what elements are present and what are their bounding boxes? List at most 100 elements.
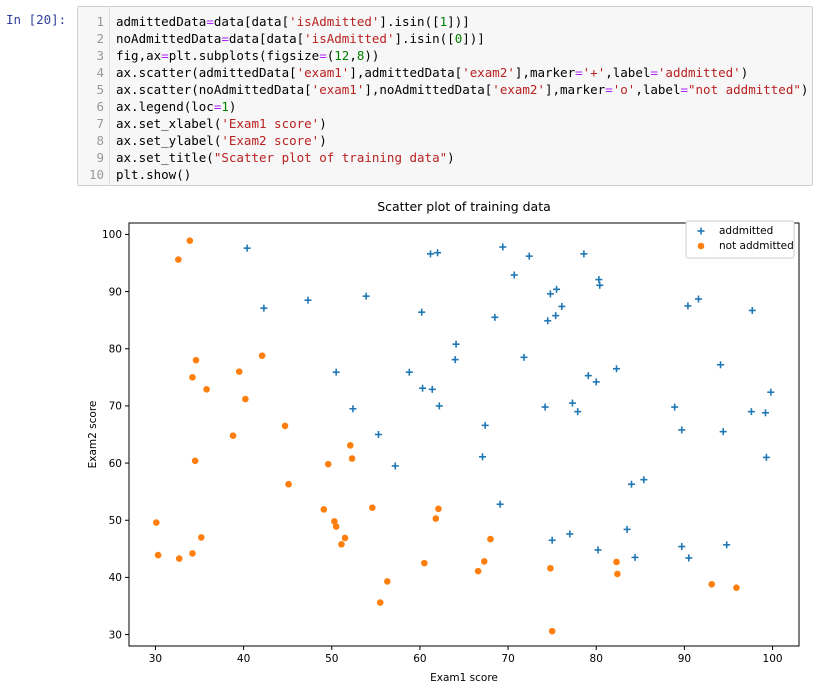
admitted-point bbox=[520, 353, 528, 361]
not-admitted-point bbox=[189, 550, 196, 557]
code-token: ax.scatter(noAdmittedData[ bbox=[116, 82, 312, 97]
code-token: noAdmittedData bbox=[116, 31, 222, 46]
admitted-point bbox=[684, 302, 692, 310]
scatter-plot-figure: Scatter plot of training data 30 40 50 60 70… bbox=[87, 199, 800, 684]
x-axis-label: Exam1 score bbox=[430, 672, 498, 684]
code-token: ],marker bbox=[544, 82, 606, 97]
admitted-point bbox=[243, 244, 251, 252]
code-cell-editor[interactable]: 1 admittedData=data[data['isAdmitted'].is… bbox=[77, 6, 813, 186]
admitted-point bbox=[541, 403, 549, 411]
admitted-point bbox=[762, 409, 769, 417]
x-tick-label: 50 bbox=[325, 653, 338, 665]
line-number: 5 bbox=[96, 82, 104, 97]
y-tick-label: 90 bbox=[109, 286, 122, 298]
not-admitted-point bbox=[480, 558, 488, 565]
code-token: 'isAdmitted' bbox=[289, 14, 380, 29]
admitted-point bbox=[418, 308, 426, 316]
admitted-point bbox=[580, 250, 588, 258]
admitted-point bbox=[405, 368, 413, 376]
admitted-point bbox=[631, 553, 639, 561]
admitted-point bbox=[435, 402, 443, 410]
line-number: 2 bbox=[96, 31, 104, 46]
code-text: ax.scatter(admittedData['exam1'],admitte… bbox=[116, 64, 748, 81]
code-token: 'exam2' bbox=[492, 82, 545, 97]
code-token: ,label bbox=[635, 82, 681, 97]
admitted-point bbox=[613, 365, 621, 373]
not-admitted-point bbox=[258, 352, 266, 359]
not-admitted-point bbox=[708, 580, 716, 588]
code-token: "Scatter plot of training data" bbox=[213, 150, 448, 165]
code-token: '+' bbox=[582, 65, 606, 80]
code-token: ])] bbox=[447, 14, 470, 29]
not-admitted-point bbox=[229, 432, 237, 439]
admitted-point bbox=[678, 426, 686, 434]
admitted-point bbox=[640, 476, 648, 484]
admitted-point bbox=[671, 403, 679, 411]
code-line: 2 noAdmittedData=data[data['isAdmitted'].… bbox=[78, 30, 812, 47]
code-token: 12 bbox=[334, 48, 350, 63]
y-tick-label: 80 bbox=[109, 344, 122, 356]
line-number: 3 bbox=[96, 48, 104, 63]
not-admitted-point bbox=[614, 570, 621, 578]
code-token: 'exam1' bbox=[296, 65, 350, 80]
code-token: ) bbox=[319, 116, 327, 131]
admitted-point bbox=[491, 313, 499, 321]
admitted-point bbox=[332, 368, 340, 376]
not-admitted-point bbox=[153, 519, 160, 526]
code-text: fig,ax=plt.subplots(figsize=(12,8)) bbox=[116, 47, 379, 64]
code-token: = bbox=[575, 65, 583, 80]
not-admitted-point bbox=[203, 386, 210, 393]
legend-marker-circle bbox=[697, 242, 705, 250]
line-number: 6 bbox=[96, 99, 104, 114]
admitted-point bbox=[553, 285, 561, 293]
y-tick-label: 40 bbox=[109, 572, 122, 584]
admitted-point bbox=[695, 295, 702, 303]
admitted-point bbox=[496, 500, 504, 508]
not-admitted-point bbox=[332, 523, 340, 530]
code-line: 4 ax.scatter(admittedData['exam1'],admitt… bbox=[78, 64, 812, 81]
not-admitted-point bbox=[613, 558, 620, 566]
code-text: noAdmittedData=data[data['isAdmitted'].i… bbox=[116, 30, 485, 47]
code-token: ].isin([ bbox=[394, 31, 455, 46]
not-admitted-point bbox=[376, 599, 384, 606]
plot-axes-frame bbox=[128, 222, 800, 647]
admitted-point bbox=[723, 541, 731, 549]
not-admitted-point bbox=[733, 584, 740, 591]
code-token: ax.scatter(admittedData[ bbox=[116, 65, 297, 80]
code-token: ) bbox=[447, 150, 455, 165]
admitted-point bbox=[349, 405, 357, 413]
code-token: 'exam2' bbox=[462, 65, 515, 80]
code-text: ax.set_xlabel('Exam1 score') bbox=[116, 115, 327, 132]
code-token: plt.subplots(figsize bbox=[168, 48, 320, 63]
code-line: 5 ax.scatter(noAdmittedData['exam1'],noAd… bbox=[78, 81, 812, 98]
not-admitted-point bbox=[346, 442, 354, 449]
admitted-point bbox=[374, 431, 382, 438]
x-tick-label: 30 bbox=[149, 653, 162, 665]
not-admitted-point bbox=[175, 256, 182, 263]
admitted-point bbox=[623, 525, 631, 533]
code-text: ax.set_ylabel('Exam2 score') bbox=[116, 132, 327, 149]
code-line: 3 fig,ax=plt.subplots(figsize=(12,8)) bbox=[78, 47, 812, 64]
admitted-point bbox=[434, 249, 442, 257]
chart-title: Scatter plot of training data bbox=[377, 199, 551, 214]
not-admitted-point bbox=[421, 559, 428, 567]
x-tick-label: 90 bbox=[678, 653, 691, 665]
code-token: , bbox=[349, 48, 357, 63]
not-admitted-point bbox=[338, 540, 345, 548]
admitted-point bbox=[628, 480, 635, 488]
admitted-point bbox=[767, 388, 775, 396]
axis-ticks: 30 40 50 60 70 80 90 100 30 40 50 60 70 80 90 100 bbox=[102, 229, 783, 665]
not-admitted-point bbox=[369, 504, 376, 511]
code-token: ) bbox=[740, 65, 749, 80]
code-token: plt.show() bbox=[116, 167, 192, 182]
admitted-point bbox=[717, 361, 725, 369]
x-tick-label: 40 bbox=[237, 653, 250, 665]
admitted-point bbox=[452, 340, 460, 348]
x-tick-label: 80 bbox=[590, 653, 603, 665]
code-line: 7 ax.set_xlabel('Exam1 score') bbox=[78, 115, 812, 132]
code-token: )) bbox=[364, 48, 380, 63]
code-token: ax.legend(loc bbox=[116, 99, 214, 114]
admitted-point bbox=[566, 530, 574, 538]
not-admitted-point bbox=[285, 480, 292, 488]
not-admitted-point bbox=[192, 356, 200, 364]
